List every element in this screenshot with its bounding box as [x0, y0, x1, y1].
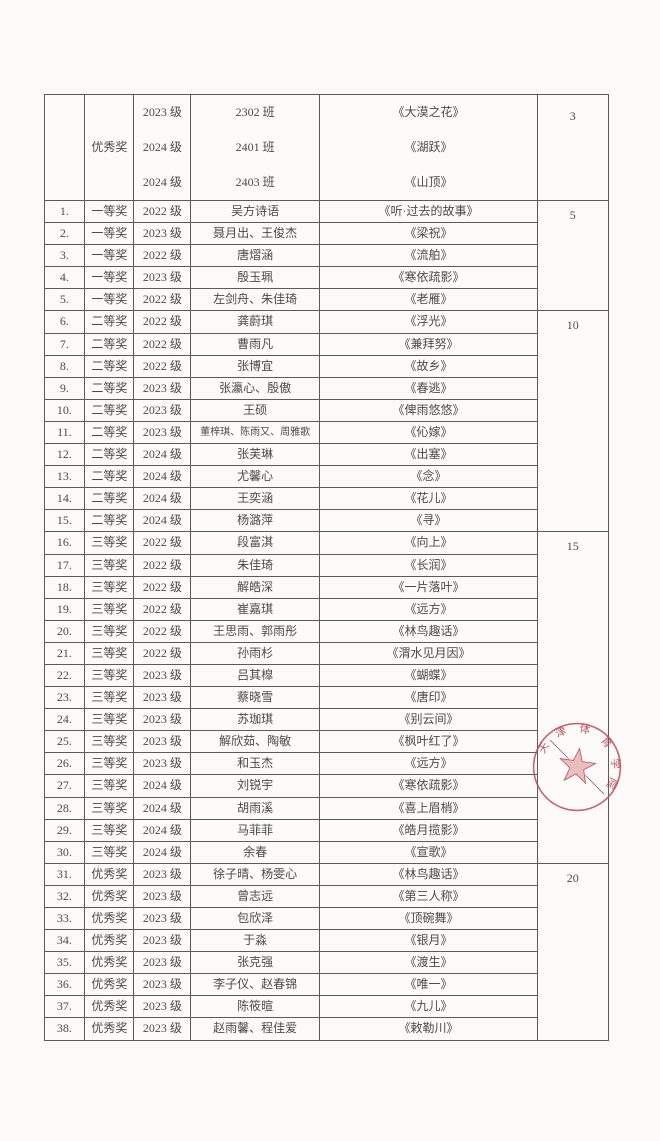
svg-text:体: 体: [578, 723, 591, 737]
svg-text:学: 学: [608, 758, 622, 770]
svg-text:院: 院: [604, 776, 620, 791]
svg-text:津: 津: [554, 725, 569, 741]
svg-text:育: 育: [598, 734, 615, 751]
svg-text:天: 天: [536, 740, 552, 756]
